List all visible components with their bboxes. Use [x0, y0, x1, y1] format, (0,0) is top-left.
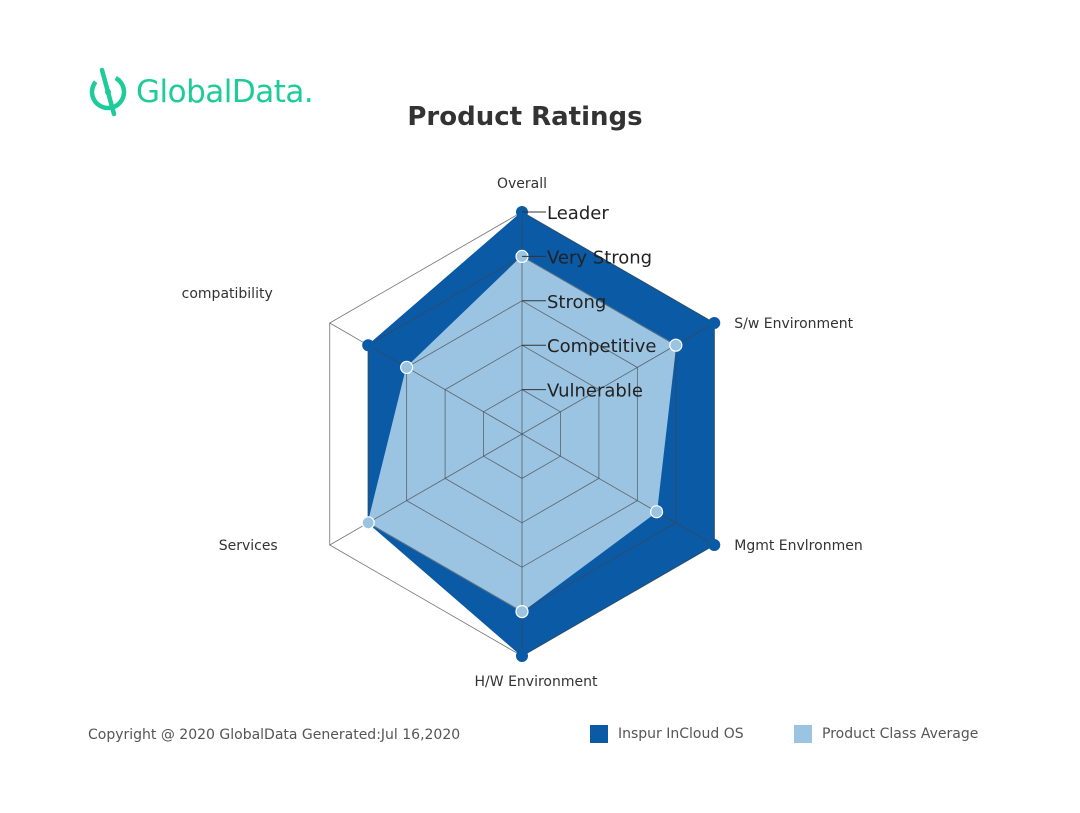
series-2-point: [400, 360, 414, 374]
level-label-leader: Leader: [547, 203, 609, 224]
legend-swatch: [590, 725, 608, 743]
series-2-point: [515, 604, 529, 619]
radar-points: [361, 206, 721, 662]
series-2-point: [361, 516, 375, 530]
globaldata-logo: GlobalData.: [88, 66, 314, 118]
legend-item-series-2: Product Class Average: [794, 725, 978, 743]
level-label-very-strong: Very Strong: [547, 247, 652, 268]
level-label-strong: Strong: [547, 292, 606, 313]
level-label-vulnerable: Vulnerable: [547, 381, 643, 402]
level-labels: Vulnerable Competitive Strong Very Strong Le…: [522, 203, 656, 402]
radar-series: [367, 211, 715, 657]
grid-spoke: [521, 322, 715, 435]
legend-label: Product Class Average: [822, 726, 979, 742]
grid-spoke: [329, 433, 523, 546]
legend-label: Inspur InCloud OS: [618, 726, 744, 742]
copyright-footer: Copyright @ 2020 GlobalData Generated:Ju…: [88, 727, 461, 743]
legend-item-series-1: Inspur InCloud OS: [590, 725, 744, 743]
axis-label-6: compatibility: [182, 286, 273, 302]
series-1-point: [708, 539, 721, 551]
axis-label-4: H/W Environment: [475, 674, 598, 690]
logo-text: GlobalData.: [136, 74, 314, 110]
series-1-point: [708, 317, 721, 329]
axis-labels: Overall S/w Environment Mgmt Envlronmen H/W…: [182, 176, 863, 690]
level-label-competitive: Competitive: [547, 336, 656, 357]
axis-label-3: Mgmt Envlronmen: [734, 538, 862, 554]
series-1-point: [362, 339, 375, 352]
axis-label-2: S/w Environment: [734, 316, 853, 332]
series-2-point: [669, 338, 683, 352]
grid-spoke: [521, 433, 715, 546]
series-2-point: [649, 505, 664, 519]
grid-spoke: [329, 322, 523, 435]
series-1-point: [516, 650, 528, 662]
globaldata-logo-icon: [89, 67, 127, 117]
axis-label-1: Overall: [497, 176, 547, 192]
legend-swatch: [794, 725, 812, 743]
axis-label-5: Services: [219, 538, 278, 554]
chart-title: Product Ratings: [407, 102, 643, 132]
